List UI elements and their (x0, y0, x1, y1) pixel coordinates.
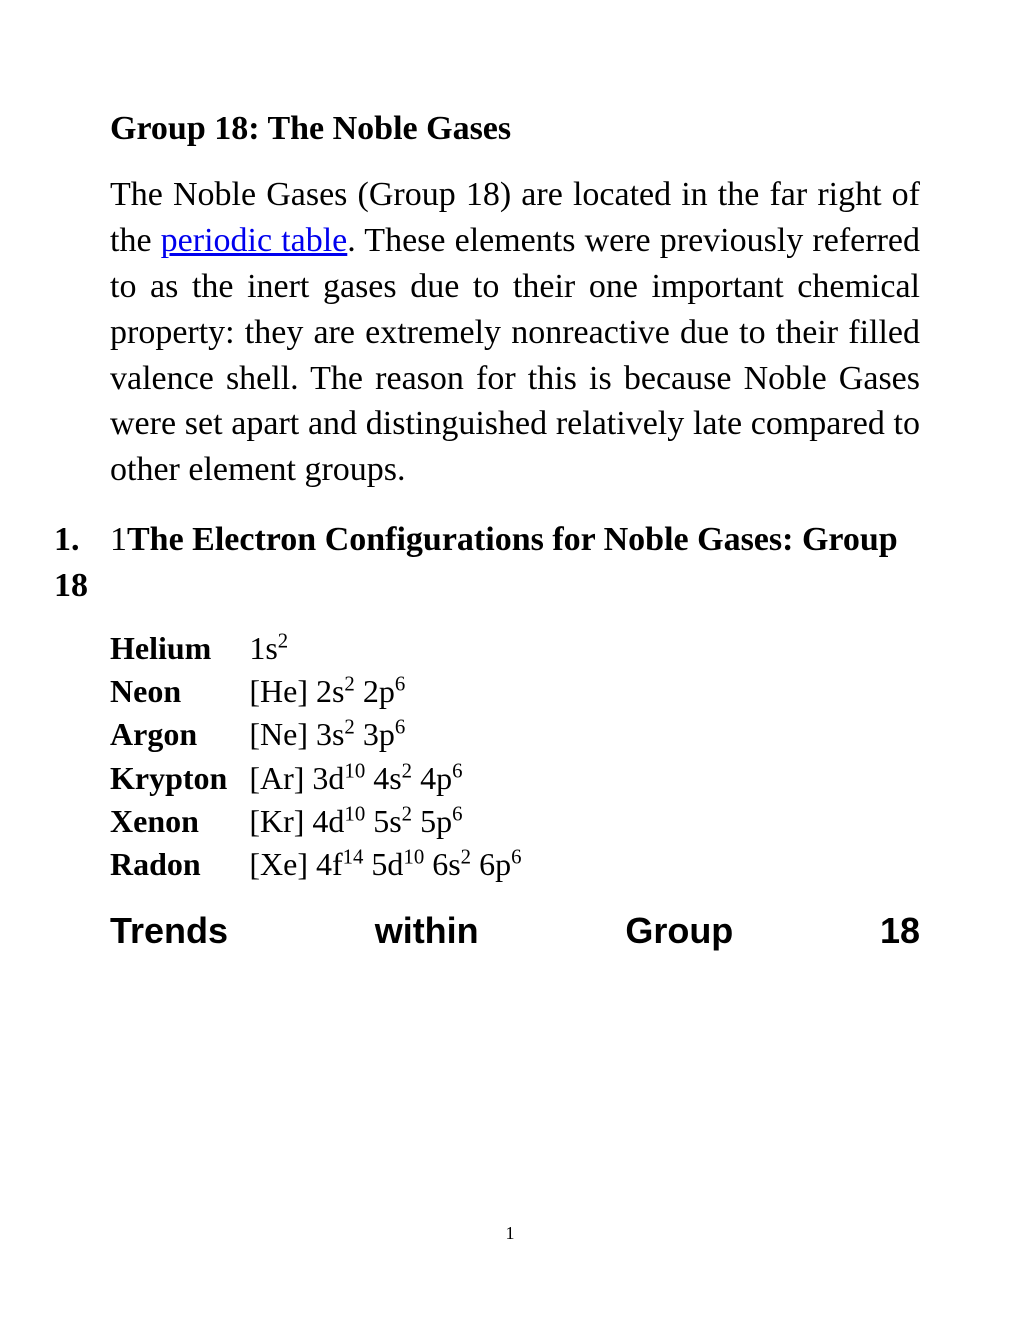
element-name: Helium (110, 627, 249, 670)
heading-prefix: 1 (110, 521, 127, 558)
electron-config: [Ne] 3s2 3p6 (249, 713, 521, 756)
document-page: Group 18: The Noble Gases The Noble Gase… (0, 0, 1020, 1320)
para-text-after: . These elements were previously referre… (110, 222, 920, 488)
table-row: Radon[Xe] 4f14 5d10 6s2 6p6 (110, 843, 521, 886)
table-row: Xenon[Kr] 4d10 5s2 5p6 (110, 800, 521, 843)
element-name: Xenon (110, 800, 249, 843)
electron-config: 1s2 (249, 627, 521, 670)
table-row: Krypton[Ar] 3d10 4s2 4p6 (110, 757, 521, 800)
page-title: Group 18: The Noble Gases (110, 110, 920, 148)
table-row: Argon[Ne] 3s2 3p6 (110, 713, 521, 756)
electron-config: [Kr] 4d10 5s2 5p6 (249, 800, 521, 843)
section-heading-1: 1.1The Electron Configurations for Noble… (54, 517, 920, 609)
periodic-table-link[interactable]: periodic table (161, 222, 348, 259)
element-name: Krypton (110, 757, 249, 800)
table-row: Helium1s2 (110, 627, 521, 670)
page-number: 1 (0, 1223, 1020, 1244)
intro-paragraph: The Noble Gases (Group 18) are located i… (110, 172, 920, 493)
heading-number: 1. (54, 517, 110, 563)
electron-config: [He] 2s2 2p6 (249, 670, 521, 713)
section-heading-2: Trends within Group 18 (110, 910, 920, 952)
electron-config: [Ar] 3d10 4s2 4p6 (249, 757, 521, 800)
table-row: Neon[He] 2s2 2p6 (110, 670, 521, 713)
electron-config-table: Helium1s2Neon[He] 2s2 2p6Argon[Ne] 3s2 3… (110, 627, 521, 886)
heading-text: The Electron Configurations for Noble Ga… (54, 521, 898, 604)
element-name: Argon (110, 713, 249, 756)
element-name: Neon (110, 670, 249, 713)
element-name: Radon (110, 843, 249, 886)
electron-config: [Xe] 4f14 5d10 6s2 6p6 (249, 843, 521, 886)
